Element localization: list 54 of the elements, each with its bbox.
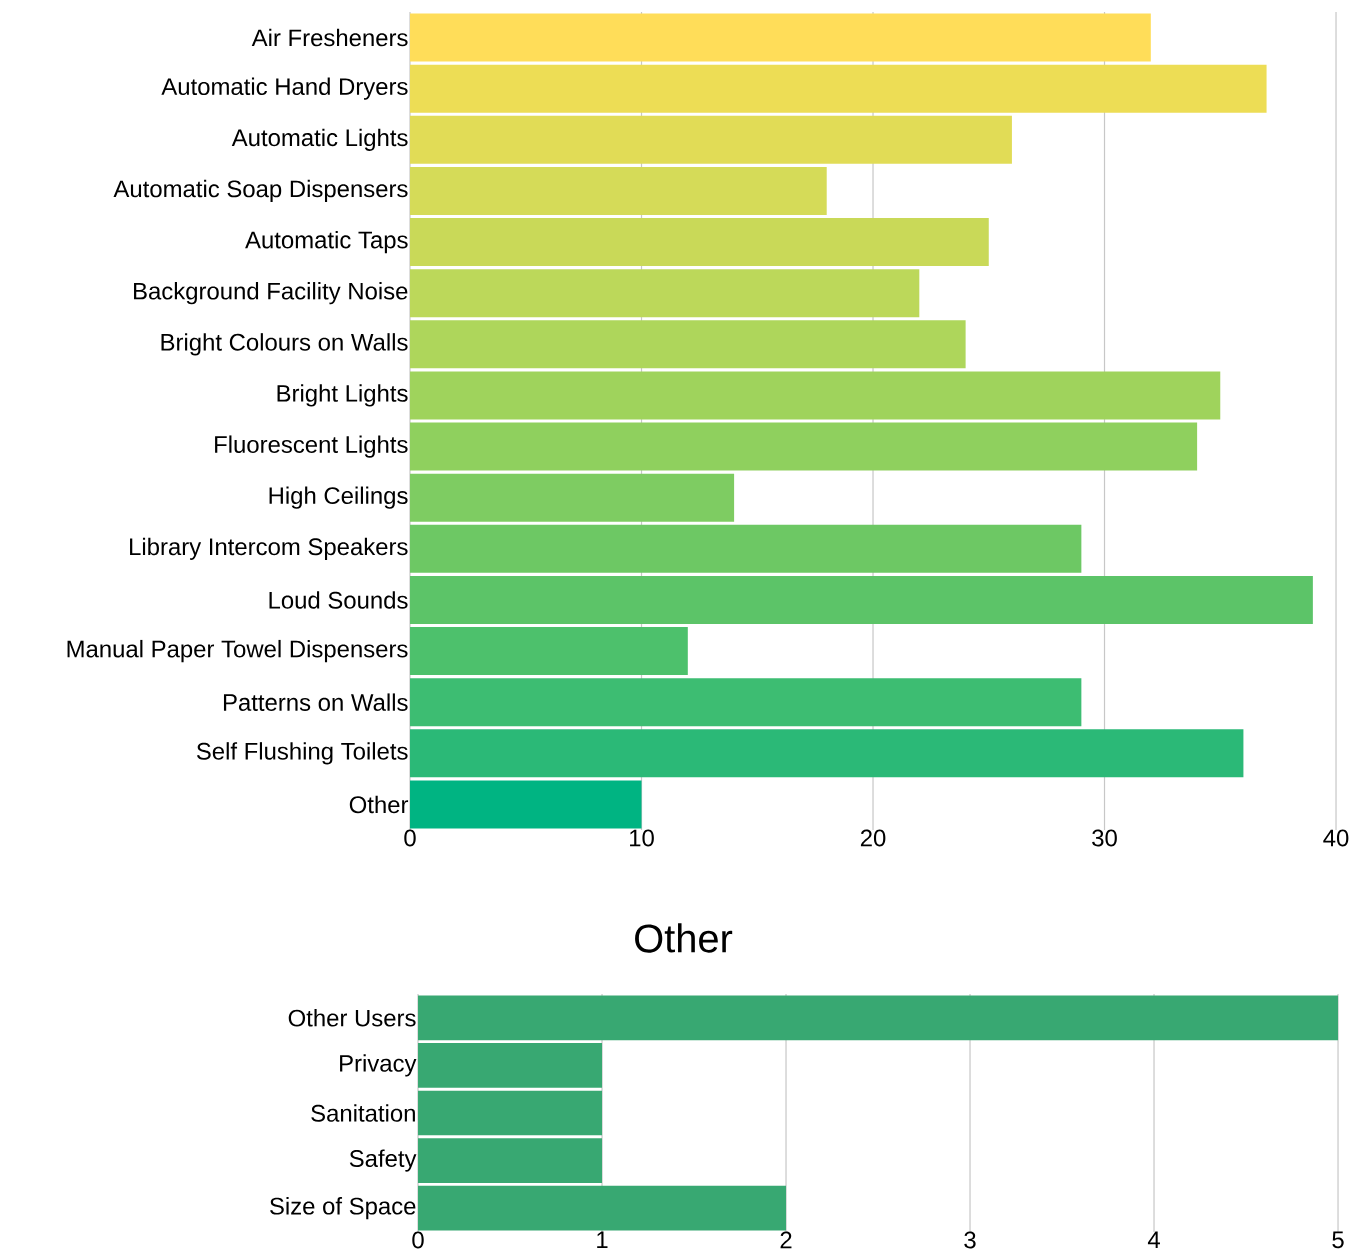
x-tick-label: 5 bbox=[1332, 1231, 1344, 1249]
x-tick-label: 3 bbox=[964, 1231, 976, 1249]
bar bbox=[410, 166, 827, 215]
chart-title: Other bbox=[635, 923, 733, 953]
bar bbox=[418, 1043, 603, 1088]
y-tick-label: Background Facility Noise bbox=[134, 282, 408, 305]
y-tick-label: High Ceilings bbox=[269, 486, 408, 509]
x-tick-label: 2 bbox=[780, 1231, 792, 1249]
bar bbox=[410, 218, 989, 267]
y-tick-label: Privacy bbox=[340, 1054, 417, 1077]
bar bbox=[410, 575, 1313, 624]
bar bbox=[410, 64, 1267, 113]
y-tick-label: Automatic Hand Dryers bbox=[161, 77, 408, 100]
y-tick-label: Manual Paper Towel Dispensers bbox=[67, 639, 408, 663]
x-tick-label: 40 bbox=[1323, 829, 1349, 847]
bar bbox=[418, 995, 1339, 1041]
y-tick-label: Other Users bbox=[288, 1009, 416, 1027]
y-tick-label: Other bbox=[349, 795, 409, 814]
bar bbox=[410, 13, 1151, 62]
y-tick-label: Air Fresheners bbox=[251, 28, 408, 47]
bar bbox=[410, 524, 1082, 573]
x-tick-label: 10 bbox=[630, 829, 654, 847]
y-tick-label: Fluorescent Lights bbox=[215, 435, 408, 458]
bar bbox=[410, 678, 1082, 727]
x-tick-label: 0 bbox=[404, 829, 416, 847]
bar bbox=[418, 1090, 603, 1136]
y-tick-label: Sanitation bbox=[311, 1104, 415, 1122]
bar bbox=[410, 269, 920, 318]
bar bbox=[410, 115, 1012, 164]
y-tick-label: Automatic Taps bbox=[245, 230, 408, 254]
y-tick-label: Self Flushing Toilets bbox=[196, 742, 408, 765]
y-tick-label: Loud Sounds bbox=[269, 591, 408, 609]
x-tick-label: 0 bbox=[412, 1231, 424, 1249]
bar bbox=[410, 627, 688, 676]
bar bbox=[410, 320, 966, 369]
x-tick-label: 30 bbox=[1092, 829, 1117, 847]
y-tick-label: Automatic Lights bbox=[231, 128, 408, 151]
x-tick-label: 1 bbox=[597, 1231, 608, 1248]
bar bbox=[410, 780, 642, 829]
bar bbox=[418, 1185, 787, 1231]
y-tick-label: Size of Space bbox=[270, 1197, 416, 1220]
bar bbox=[418, 1138, 603, 1183]
bar bbox=[410, 371, 1221, 420]
y-tick-label: Safety bbox=[349, 1149, 417, 1172]
y-tick-label: Patterns on Walls bbox=[223, 693, 408, 711]
x-tick-label: 4 bbox=[1147, 1231, 1160, 1248]
bar bbox=[410, 422, 1198, 471]
x-tick-label: 20 bbox=[860, 829, 886, 847]
y-tick-label: Bright Lights bbox=[277, 384, 408, 407]
bar bbox=[410, 473, 735, 522]
y-tick-label: Bright Colours on Walls bbox=[161, 333, 408, 356]
y-tick-label: Library Intercom Speakers bbox=[130, 537, 408, 560]
bar bbox=[410, 729, 1244, 778]
y-tick-label: Automatic Soap Dispensers bbox=[113, 179, 408, 203]
